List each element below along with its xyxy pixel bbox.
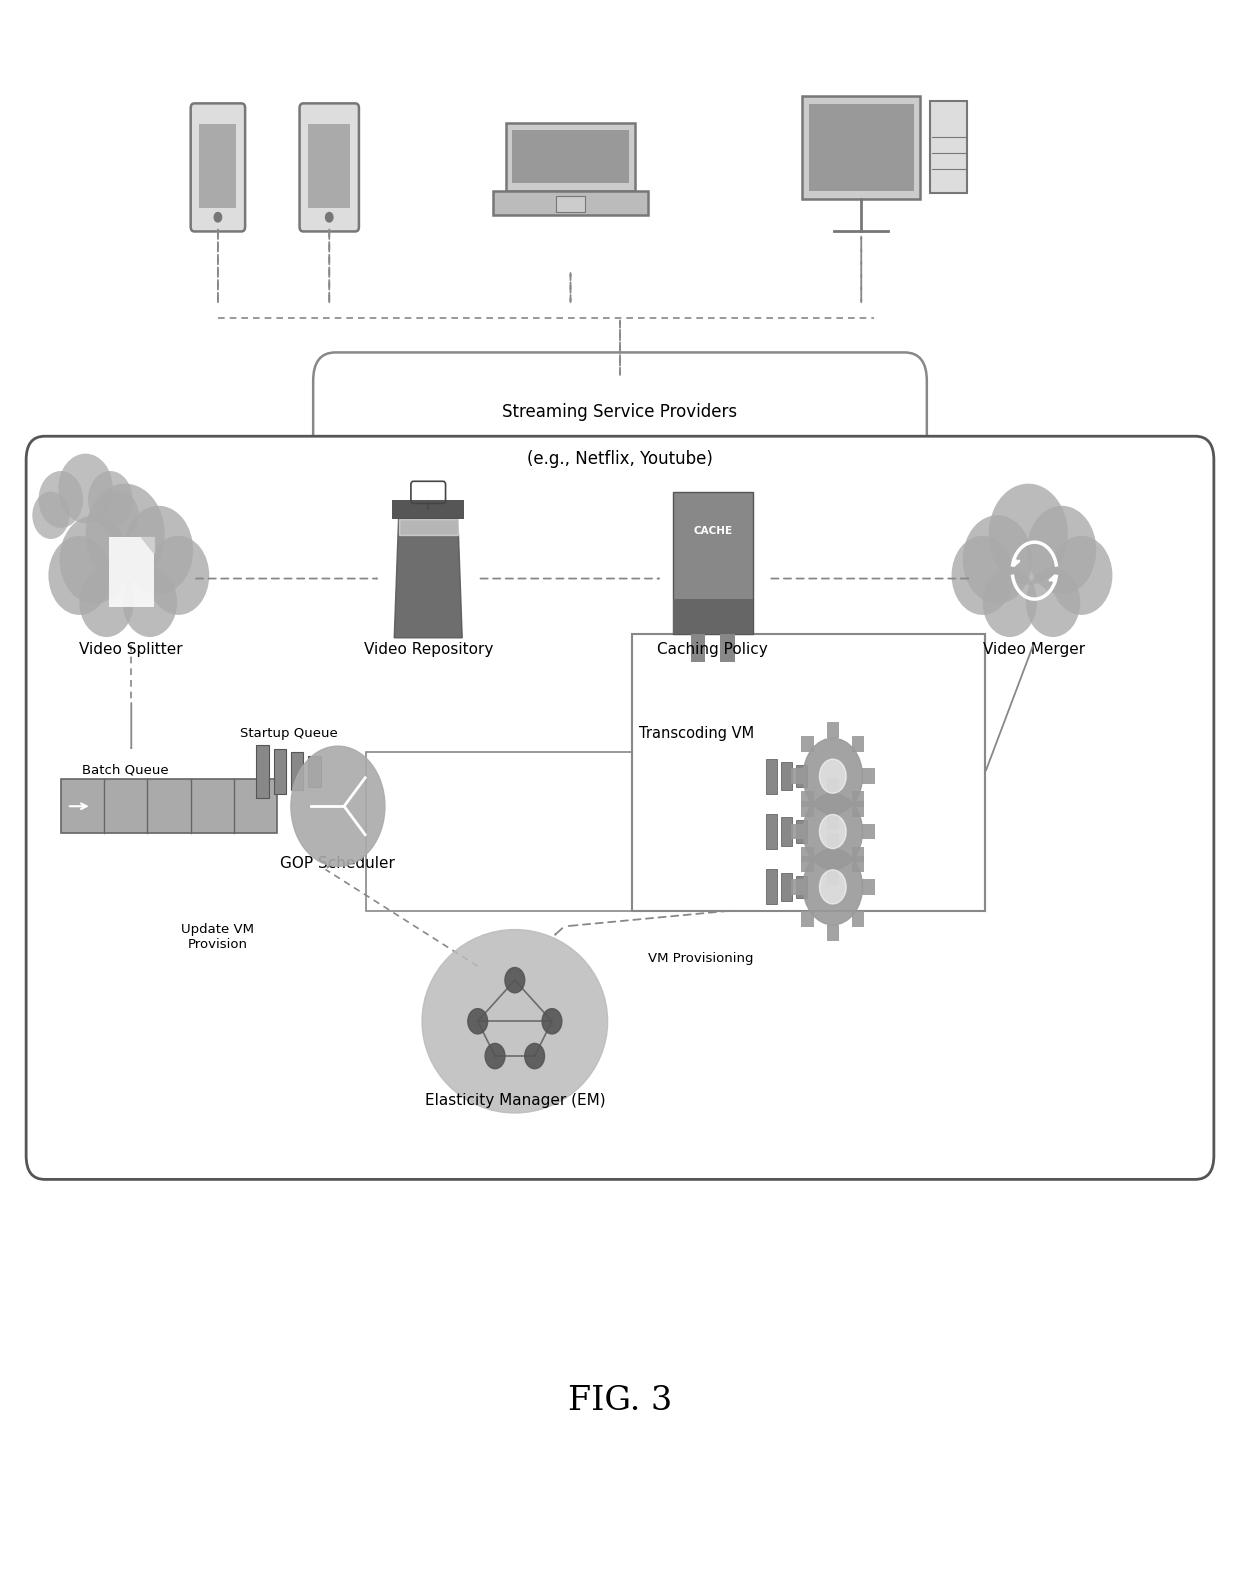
FancyBboxPatch shape [930, 101, 967, 193]
FancyBboxPatch shape [808, 105, 914, 192]
FancyBboxPatch shape [791, 879, 804, 895]
Text: Video Repository: Video Repository [363, 642, 494, 657]
Circle shape [542, 1009, 562, 1034]
FancyBboxPatch shape [801, 846, 813, 862]
FancyBboxPatch shape [863, 824, 875, 840]
Text: VM Provisioning: VM Provisioning [647, 952, 753, 965]
FancyBboxPatch shape [300, 103, 358, 231]
Text: Caching Policy: Caching Policy [657, 642, 768, 657]
FancyBboxPatch shape [781, 762, 792, 790]
Circle shape [215, 212, 222, 222]
FancyBboxPatch shape [191, 103, 246, 231]
FancyBboxPatch shape [691, 634, 706, 662]
Text: FIG. 3: FIG. 3 [568, 1384, 672, 1416]
FancyBboxPatch shape [109, 537, 154, 607]
Circle shape [820, 870, 846, 904]
Text: Streaming Service Providers: Streaming Service Providers [502, 402, 738, 421]
FancyBboxPatch shape [827, 814, 839, 830]
FancyBboxPatch shape [827, 925, 839, 941]
Circle shape [804, 849, 863, 925]
FancyBboxPatch shape [827, 870, 839, 885]
FancyBboxPatch shape [827, 833, 839, 849]
Text: Elasticity Manager (EM): Elasticity Manager (EM) [424, 1093, 605, 1107]
FancyBboxPatch shape [632, 634, 985, 911]
FancyBboxPatch shape [766, 759, 777, 794]
FancyBboxPatch shape [852, 855, 864, 871]
FancyBboxPatch shape [274, 749, 286, 794]
FancyBboxPatch shape [796, 821, 807, 843]
FancyBboxPatch shape [852, 800, 864, 816]
Polygon shape [394, 520, 463, 638]
FancyBboxPatch shape [512, 130, 629, 184]
FancyBboxPatch shape [863, 768, 875, 784]
FancyBboxPatch shape [781, 817, 792, 846]
Circle shape [804, 738, 863, 814]
Circle shape [820, 814, 846, 849]
Circle shape [291, 746, 384, 866]
FancyBboxPatch shape [852, 737, 864, 752]
FancyBboxPatch shape [766, 870, 777, 904]
Text: GOP Scheduler: GOP Scheduler [280, 855, 396, 871]
FancyBboxPatch shape [720, 634, 735, 662]
FancyBboxPatch shape [801, 855, 813, 871]
Polygon shape [141, 537, 154, 553]
FancyBboxPatch shape [200, 124, 237, 208]
Circle shape [525, 1044, 544, 1069]
FancyBboxPatch shape [781, 873, 792, 901]
FancyBboxPatch shape [796, 765, 807, 787]
Text: Video Merger: Video Merger [983, 642, 1085, 657]
Circle shape [804, 794, 863, 870]
Text: Video Splitter: Video Splitter [79, 642, 184, 657]
FancyBboxPatch shape [672, 599, 753, 634]
FancyBboxPatch shape [314, 352, 926, 527]
Circle shape [326, 212, 334, 222]
FancyBboxPatch shape [506, 122, 635, 192]
FancyBboxPatch shape [26, 436, 1214, 1180]
FancyBboxPatch shape [556, 196, 585, 212]
FancyBboxPatch shape [257, 744, 269, 798]
FancyBboxPatch shape [494, 192, 647, 215]
FancyBboxPatch shape [863, 879, 875, 895]
FancyBboxPatch shape [791, 824, 804, 840]
FancyBboxPatch shape [766, 814, 777, 849]
FancyBboxPatch shape [291, 752, 304, 790]
Circle shape [820, 759, 846, 794]
FancyBboxPatch shape [309, 124, 350, 208]
Ellipse shape [422, 930, 608, 1114]
Circle shape [505, 968, 525, 993]
FancyBboxPatch shape [802, 97, 920, 200]
FancyBboxPatch shape [801, 737, 813, 752]
FancyBboxPatch shape [827, 778, 839, 794]
FancyBboxPatch shape [827, 722, 839, 738]
FancyBboxPatch shape [796, 876, 807, 898]
FancyBboxPatch shape [801, 800, 813, 816]
Text: Startup Queue: Startup Queue [239, 727, 337, 740]
Text: (e.g., Netflix, Youtube): (e.g., Netflix, Youtube) [527, 450, 713, 469]
FancyBboxPatch shape [852, 911, 864, 927]
FancyBboxPatch shape [852, 846, 864, 862]
FancyBboxPatch shape [61, 779, 278, 833]
Text: CACHE: CACHE [693, 526, 733, 535]
Circle shape [467, 1009, 487, 1034]
FancyBboxPatch shape [672, 491, 753, 634]
Text: Transcoding VM: Transcoding VM [639, 725, 754, 741]
FancyBboxPatch shape [801, 911, 813, 927]
Text: Update VM
Provision: Update VM Provision [181, 923, 254, 952]
FancyBboxPatch shape [309, 756, 321, 787]
FancyBboxPatch shape [801, 790, 813, 806]
Circle shape [485, 1044, 505, 1069]
FancyBboxPatch shape [791, 768, 804, 784]
Polygon shape [398, 520, 458, 535]
FancyBboxPatch shape [392, 501, 464, 520]
Text: Batch Queue: Batch Queue [82, 763, 169, 776]
FancyBboxPatch shape [852, 790, 864, 806]
